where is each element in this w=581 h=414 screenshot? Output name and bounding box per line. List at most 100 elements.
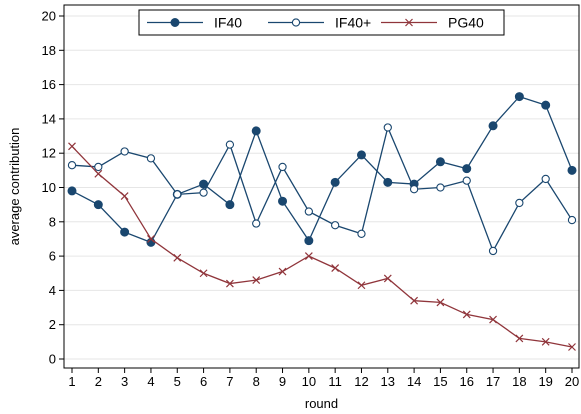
series-pg40-point	[120, 192, 129, 200]
legend-if40-point	[170, 18, 180, 27]
series-if40-point	[278, 196, 288, 206]
legend: IF40 IF40+ PG40	[138, 9, 505, 36]
x-tick-label: 12	[354, 374, 368, 389]
series-if40-point	[93, 200, 103, 210]
x-tick-label: 3	[121, 374, 128, 389]
series-if40-plus-point	[567, 215, 577, 225]
series-if40-plus-point	[199, 188, 208, 197]
series-if40-point	[251, 126, 261, 136]
series-if40-point	[330, 177, 340, 187]
series-pg40-point	[462, 310, 471, 319]
series-if40-plus-point	[488, 246, 498, 256]
series-pg40-point	[568, 343, 576, 351]
series-if40-point	[488, 121, 498, 131]
series-pg40-point	[225, 279, 234, 288]
series-pg40-point	[68, 142, 76, 151]
x-tick-label: 8	[253, 374, 260, 389]
x-tick-label: 16	[460, 374, 474, 389]
y-tick-label: 20	[42, 9, 56, 24]
y-tick-label: 6	[49, 249, 56, 264]
series-pg40-point	[199, 269, 208, 278]
series-if40-plus-point	[304, 207, 313, 216]
series-pg40-point	[410, 296, 419, 305]
y-tick-label: 10	[42, 180, 56, 195]
y-tick-label: 12	[42, 146, 56, 161]
series-pg40-point	[147, 235, 155, 243]
series-pg40	[68, 142, 576, 351]
series-if40-plus-point	[515, 198, 524, 208]
series-pg40-point	[331, 264, 340, 273]
series-pg40-point	[541, 337, 550, 346]
y-tick-label: 2	[49, 317, 56, 332]
legend-if40-plus-point	[291, 18, 301, 27]
series-if40-point	[120, 227, 130, 237]
series-pg40-point	[252, 276, 261, 285]
series-if40-point	[225, 200, 235, 210]
series-if40-plus-point	[436, 183, 445, 192]
y-tick-label: 18	[42, 43, 56, 58]
plot-frame	[63, 4, 580, 369]
x-tick-label: 9	[279, 374, 286, 389]
series-if40-plus-line	[71, 125, 573, 253]
x-tick-label: 11	[328, 374, 342, 389]
series-pg40-point	[515, 334, 524, 343]
series-if40-plus	[67, 123, 577, 256]
y-tick-label: 8	[49, 214, 56, 229]
series-layer	[67, 92, 577, 351]
series-pg40-line	[71, 145, 573, 348]
series-if40-plus-point	[383, 123, 392, 132]
series-if40-plus-point	[357, 229, 366, 238]
series-if40-point	[356, 150, 366, 160]
series-if40-point	[514, 92, 524, 102]
series-pg40-point	[278, 267, 287, 276]
x-tick-label: 20	[565, 374, 579, 389]
series-if40-plus-point	[409, 185, 419, 194]
x-tick-label: 7	[226, 374, 233, 389]
series-if40-point	[304, 236, 314, 246]
x-tick-label: 4	[147, 374, 154, 389]
series-if40-plus-point	[252, 219, 261, 228]
series-if40-point	[462, 164, 472, 174]
y-tick-label: 0	[49, 352, 56, 367]
series-if40-plus-point	[67, 161, 77, 170]
legend-label-if40: IF40	[214, 15, 242, 31]
series-pg40-point	[173, 253, 182, 262]
series-if40-plus-point	[94, 162, 103, 172]
series-if40-point	[383, 177, 393, 187]
series-if40-point	[435, 157, 445, 167]
x-tick-label: 1	[68, 374, 75, 389]
x-tick-label: 6	[200, 374, 207, 389]
series-pg40-point	[383, 274, 392, 283]
series-if40-plus-point	[541, 174, 550, 184]
series-if40-plus-point	[146, 154, 156, 163]
legend-label-pg40: PG40	[448, 15, 484, 31]
x-tick-label: 13	[381, 374, 395, 389]
series-pg40-point	[94, 169, 103, 178]
series-if40-plus-point	[331, 221, 340, 230]
y-axis-title: average contribution	[7, 128, 22, 246]
legend-label-if40-plus: IF40+	[335, 15, 371, 31]
series-pg40-point	[489, 315, 497, 324]
x-axis-title: round	[305, 396, 338, 411]
x-tick-label: 18	[512, 374, 526, 389]
y-tick-label: 14	[42, 111, 56, 126]
series-pg40-point	[357, 281, 366, 290]
legend-pg40-point	[405, 18, 413, 27]
x-tick-label: 14	[407, 374, 421, 389]
y-tick-label: 16	[42, 77, 56, 92]
series-if40-plus-point	[278, 162, 287, 172]
series-if40-point	[67, 186, 77, 196]
series-if40-plus-point	[225, 140, 235, 149]
series-if40-point	[567, 165, 577, 175]
series-if40-plus-point	[120, 147, 129, 156]
series-pg40-point	[436, 298, 445, 307]
series-if40-plus-point	[173, 190, 182, 199]
x-tick-label: 5	[174, 374, 181, 389]
y-tick-label: 4	[49, 283, 56, 298]
x-tick-label: 17	[486, 374, 500, 389]
series-pg40-point	[304, 252, 313, 261]
series-if40-point	[541, 100, 551, 110]
